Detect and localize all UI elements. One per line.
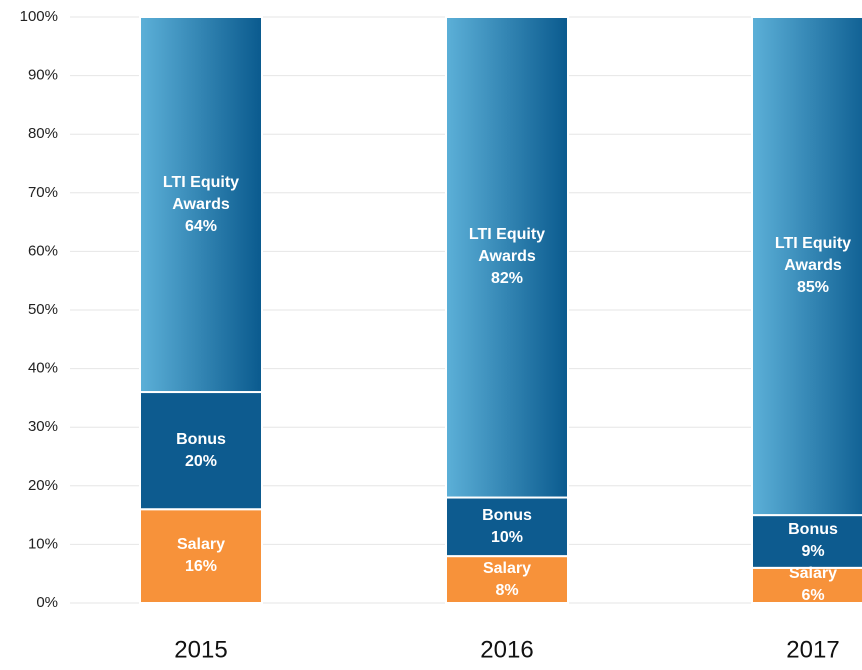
bar-segment (139, 391, 263, 511)
series-name: LTI Equity Awards (774, 235, 852, 275)
segment-label: Salary 16% (140, 534, 262, 578)
y-tick-label: 100% (20, 8, 58, 25)
segment-label: Bonus 20% (140, 429, 262, 473)
x-tick-label: 2016 (480, 636, 533, 663)
bar-segment (751, 16, 862, 517)
segment-label: LTI Equity Awards 64% (140, 172, 262, 238)
series-name: LTI Equity Awards (162, 173, 240, 213)
y-tick-label: 60% (28, 242, 58, 259)
series-name: Bonus (176, 430, 226, 448)
series-name: LTI Equity Awards (468, 226, 546, 266)
segment-label: LTI Equity Awards 85% (752, 233, 862, 299)
series-name: Salary (788, 565, 838, 583)
segment-label: Bonus 10% (446, 505, 568, 549)
bar-segment (445, 16, 569, 499)
value-label: 10% (490, 528, 524, 546)
bar-segment (751, 566, 862, 605)
bar-segment (139, 16, 263, 394)
segment-label: Salary 8% (446, 558, 568, 602)
series-name: Bonus (482, 506, 532, 524)
y-tick-label: 90% (28, 67, 58, 84)
y-tick-label: 50% (28, 301, 58, 318)
value-label: 82% (490, 270, 524, 288)
segment-label: Salary 6% (752, 563, 862, 607)
bar-segment (445, 555, 569, 604)
series-name: Salary (176, 536, 226, 554)
y-tick-label: 40% (28, 360, 58, 377)
bar-segment (139, 508, 263, 604)
bar-segment (445, 496, 569, 558)
value-label: 20% (184, 452, 218, 470)
x-tick-label: 2015 (174, 636, 227, 663)
y-tick-label: 0% (36, 594, 58, 611)
value-label: 85% (796, 279, 830, 297)
segment-label: LTI Equity Awards 82% (446, 224, 568, 290)
x-tick-label: 2017 (786, 636, 839, 663)
y-tick-label: 80% (28, 125, 58, 142)
segment-label: Bonus 9% (752, 519, 862, 563)
y-tick-label: 20% (28, 477, 58, 494)
value-label: 9% (801, 543, 825, 561)
y-tick-label: 10% (28, 535, 58, 552)
value-label: 64% (184, 217, 218, 235)
series-name: Salary (482, 559, 532, 577)
value-label: 8% (495, 581, 519, 599)
y-tick-label: 30% (28, 418, 58, 435)
series-name: Bonus (788, 521, 838, 539)
value-label: 16% (184, 558, 218, 576)
y-tick-label: 70% (28, 184, 58, 201)
value-label: 6% (801, 587, 825, 605)
